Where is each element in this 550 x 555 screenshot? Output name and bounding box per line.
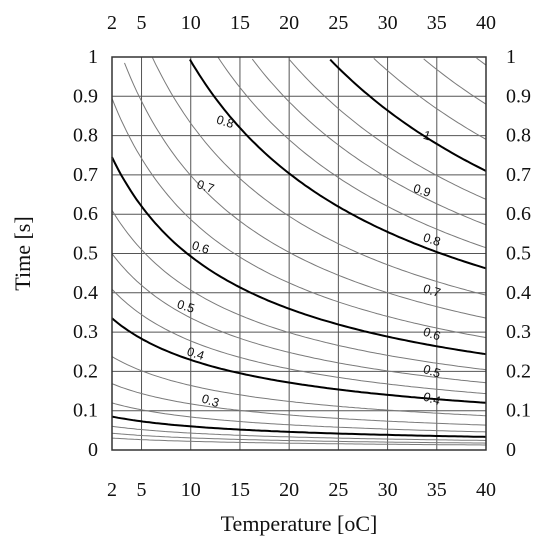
contour-line-minor bbox=[111, 402, 487, 433]
contour-line-minor bbox=[111, 425, 487, 441]
y-axis-title: Time [s] bbox=[10, 216, 35, 290]
y-tick-label-right: 0.4 bbox=[506, 282, 531, 304]
contour-label: 0.3 bbox=[200, 392, 221, 411]
y-tick-label-left: 0.5 bbox=[73, 243, 98, 265]
y-tick-label-left: 0.2 bbox=[73, 360, 98, 382]
y-tick-label-right: 0.8 bbox=[506, 125, 531, 147]
contour-line-minor bbox=[111, 356, 487, 417]
x-tick-label-bottom: 35 bbox=[427, 479, 447, 501]
contour-line-major bbox=[111, 415, 487, 438]
contour-label: 1 bbox=[421, 128, 432, 143]
contour-line-minor bbox=[111, 98, 487, 339]
x-tick-label-bottom: 15 bbox=[230, 479, 250, 501]
y-tick-label-right: 0.9 bbox=[506, 85, 531, 107]
contour-label: 0.8 bbox=[421, 230, 442, 249]
y-tick-label-left: 0.9 bbox=[73, 85, 98, 107]
contour-line-minor bbox=[217, 56, 487, 249]
contour-line-major bbox=[111, 317, 487, 404]
minor-contours bbox=[111, 56, 487, 446]
y-tick-label-right: 0.5 bbox=[506, 243, 531, 265]
contour-line-minor bbox=[111, 288, 487, 395]
y-tick-label-right: 0.7 bbox=[506, 164, 531, 186]
y-tick-label-right: 0.6 bbox=[506, 203, 531, 225]
y-tick-label-left: 0.4 bbox=[73, 282, 98, 304]
x-tick-label-bottom: 2 bbox=[107, 479, 117, 501]
contour-label: 0.8 bbox=[215, 113, 236, 132]
major-contours bbox=[111, 58, 487, 438]
contour-line-minor bbox=[476, 57, 487, 66]
x-tick-label-top: 20 bbox=[279, 12, 299, 34]
contour-line-minor bbox=[152, 57, 487, 296]
y-tick-label-left: 0.3 bbox=[73, 321, 98, 343]
contour-line-minor bbox=[111, 383, 487, 426]
contour-line-minor bbox=[124, 62, 487, 319]
gridlines bbox=[111, 56, 487, 451]
contour-line-minor bbox=[289, 59, 487, 200]
contour-label: 0.5 bbox=[421, 362, 442, 381]
y-tick-label-right: 0.2 bbox=[506, 360, 531, 382]
contour-label: 0.7 bbox=[421, 281, 442, 300]
contour-line-minor bbox=[111, 253, 487, 384]
contour-line-minor bbox=[111, 432, 487, 444]
y-tick-label-left: 1 bbox=[88, 46, 98, 68]
x-tick-label-top: 30 bbox=[378, 12, 398, 34]
contour-label: 0.4 bbox=[185, 344, 206, 363]
contour-label: 0.4 bbox=[421, 390, 442, 409]
contour-line-major bbox=[329, 58, 487, 172]
x-tick-label-bottom: 20 bbox=[279, 479, 299, 501]
contour-line-minor bbox=[111, 209, 487, 371]
x-tick-label-top: 2 bbox=[107, 12, 117, 34]
y-tick-label-right: 0.3 bbox=[506, 321, 531, 343]
contour-label: 0.6 bbox=[190, 238, 211, 257]
contour-line-minor bbox=[111, 437, 486, 446]
contour-label: 0.7 bbox=[195, 177, 216, 196]
x-tick-label-top: 40 bbox=[476, 12, 496, 34]
y-tick-label-left: 0.7 bbox=[73, 164, 98, 186]
y-tick-label-right: 1 bbox=[506, 46, 516, 68]
y-tick-label-right: 0.1 bbox=[506, 400, 531, 422]
contour-line-minor bbox=[373, 58, 487, 140]
x-tick-label-top: 35 bbox=[427, 12, 447, 34]
contour-label: 0.6 bbox=[421, 325, 442, 344]
contour-labels: 0.3 0.4 0.5 0.6 0.7 0.8 1 0.9 0.8 0.7 0.6 0.5 0.4 bbox=[175, 113, 442, 411]
contour-label: 0.5 bbox=[175, 297, 196, 316]
y-tick-label-left: 0 bbox=[88, 439, 98, 461]
x-tick-label-top: 15 bbox=[230, 12, 250, 34]
contour-label: 0.9 bbox=[412, 181, 433, 200]
x-tick-label-bottom: 5 bbox=[137, 479, 147, 501]
y-tick-label-left: 0.8 bbox=[73, 125, 98, 147]
x-tick-label-top: 5 bbox=[137, 12, 147, 34]
x-tick-label-top: 25 bbox=[328, 12, 348, 34]
contour-line-minor bbox=[251, 58, 487, 226]
x-tick-label-bottom: 30 bbox=[378, 479, 398, 501]
contour-line-minor bbox=[423, 58, 487, 105]
x-tick-label-bottom: 40 bbox=[476, 479, 496, 501]
x-axis-title: Temperature [oC] bbox=[221, 511, 378, 536]
x-tick-label-bottom: 10 bbox=[181, 479, 201, 501]
contour-line-major bbox=[111, 156, 487, 356]
x-tick-label-top: 10 bbox=[181, 12, 201, 34]
contour-line-major bbox=[189, 58, 487, 270]
y-tick-label-left: 0.6 bbox=[73, 203, 98, 225]
y-tick-label-left: 0.1 bbox=[73, 400, 98, 422]
y-tick-label-right: 0 bbox=[506, 439, 516, 461]
plot-frame bbox=[111, 56, 487, 451]
x-tick-label-bottom: 25 bbox=[328, 479, 348, 501]
